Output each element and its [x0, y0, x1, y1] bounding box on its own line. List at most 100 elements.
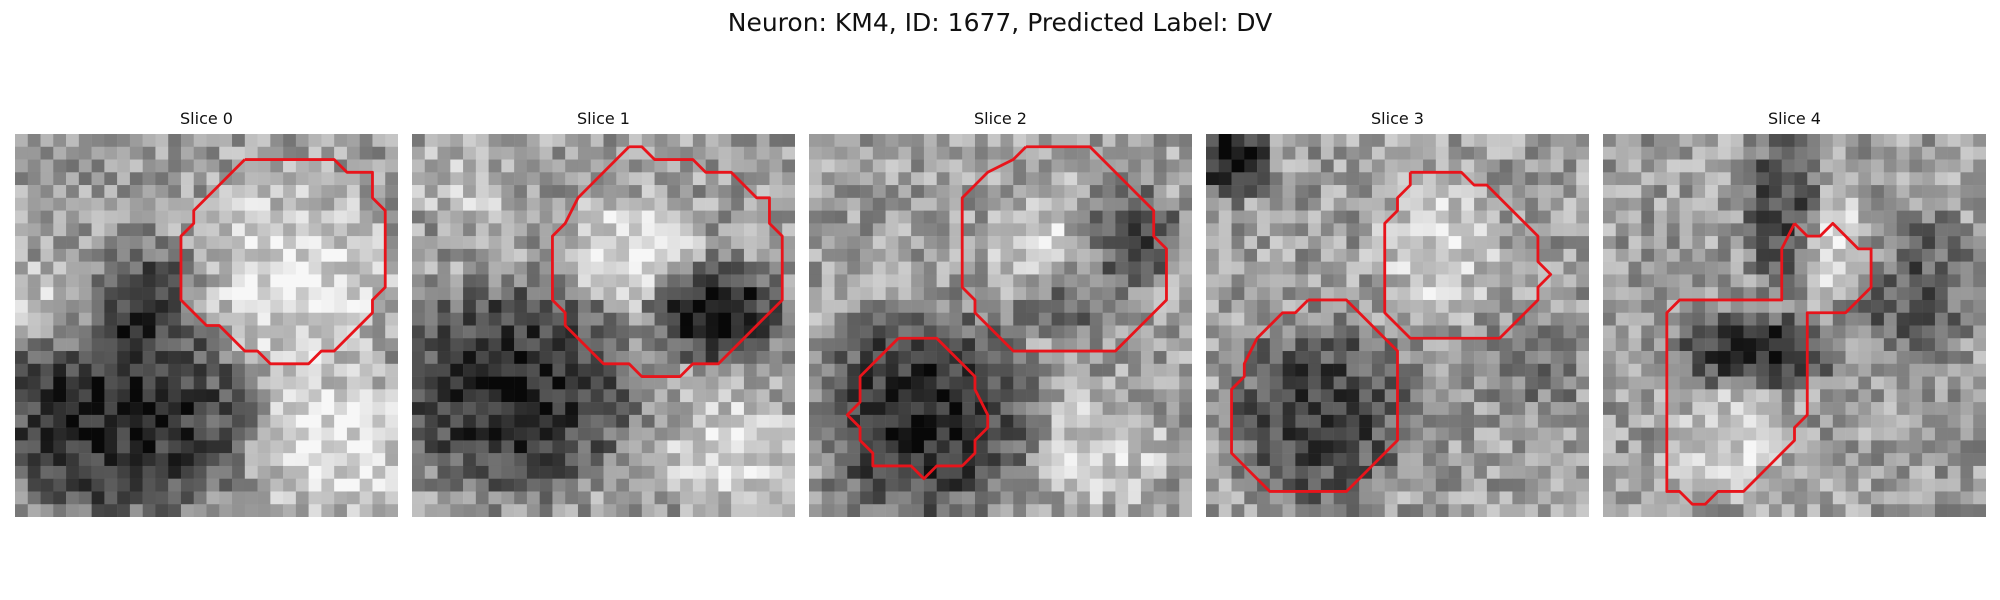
pixel: [1679, 236, 1693, 250]
pixel: [193, 402, 207, 416]
pixel: [424, 402, 438, 416]
pixel: [1218, 299, 1232, 313]
pixel: [692, 478, 706, 492]
pixel: [1244, 414, 1258, 428]
pixel: [1603, 197, 1617, 211]
pixel: [257, 210, 271, 224]
pixel: [680, 223, 694, 237]
pixel: [321, 248, 335, 262]
pixel: [705, 197, 719, 211]
pixel: [244, 287, 258, 301]
pixel: [385, 440, 398, 454]
pixel: [577, 159, 591, 173]
pixel: [911, 478, 925, 492]
pixel: [1909, 414, 1923, 428]
pixel: [590, 389, 604, 403]
pixel: [872, 134, 886, 148]
pixel: [885, 389, 899, 403]
pixel: [949, 402, 963, 416]
pixel: [1576, 134, 1589, 148]
pixel: [1537, 504, 1551, 517]
pixel: [782, 325, 795, 339]
pixel: [437, 376, 451, 390]
pixel: [1654, 402, 1668, 416]
pixel: [1743, 197, 1757, 211]
pixel: [1973, 197, 1986, 211]
pixel: [1807, 465, 1821, 479]
pixel: [475, 478, 489, 492]
pixel: [526, 159, 540, 173]
pixel: [1512, 146, 1526, 160]
pixel: [1013, 504, 1027, 517]
pixel: [782, 197, 795, 211]
pixel: [1525, 172, 1539, 186]
pixel: [1051, 325, 1065, 339]
pixel: [1218, 465, 1232, 479]
pixel: [667, 172, 681, 186]
pixel: [629, 351, 643, 365]
pixel: [501, 478, 515, 492]
pixel: [1973, 287, 1986, 301]
pixel: [1820, 389, 1834, 403]
pixel: [1179, 248, 1192, 262]
pixel: [104, 465, 118, 479]
pixel: [1692, 146, 1706, 160]
pixel: [847, 312, 861, 326]
pixel: [104, 172, 118, 186]
pixel: [1679, 134, 1693, 148]
pixel: [91, 223, 105, 237]
pixel: [552, 159, 566, 173]
pixel: [1807, 491, 1821, 505]
pixel: [654, 134, 668, 148]
pixel: [437, 325, 451, 339]
pixel: [385, 427, 398, 441]
pixel: [1206, 261, 1220, 275]
pixel: [27, 402, 41, 416]
pixel: [1576, 312, 1589, 326]
pixel: [1153, 478, 1167, 492]
pixel: [705, 414, 719, 428]
pixel: [1102, 299, 1116, 313]
pixel: [514, 274, 528, 288]
pixel: [923, 351, 937, 365]
pixel: [180, 134, 194, 148]
pixel: [385, 197, 398, 211]
pixel: [295, 185, 309, 199]
pixel: [27, 185, 41, 199]
pixel: [616, 185, 630, 199]
pixel: [193, 236, 207, 250]
pixel: [1435, 236, 1449, 250]
pixel: [129, 223, 143, 237]
pixel: [834, 363, 848, 377]
pixel: [359, 453, 373, 467]
pixel: [1743, 453, 1757, 467]
pixel: [78, 197, 92, 211]
pixel: [1308, 440, 1322, 454]
pixel: [412, 440, 426, 454]
pixel: [1295, 338, 1309, 352]
pixel: [1576, 287, 1589, 301]
pixel: [1474, 223, 1488, 237]
pixel: [1257, 210, 1271, 224]
pixel: [603, 325, 617, 339]
pixel: [1051, 376, 1065, 390]
pixel: [1051, 427, 1065, 441]
pixel: [1692, 427, 1706, 441]
pixel: [692, 440, 706, 454]
pixel: [66, 185, 80, 199]
pixel: [552, 338, 566, 352]
pixel: [91, 491, 105, 505]
pixel: [1563, 414, 1577, 428]
pixel: [1730, 389, 1744, 403]
pixel: [1269, 414, 1283, 428]
pixel: [1038, 236, 1052, 250]
pixel: [1153, 465, 1167, 479]
pixel: [1384, 478, 1398, 492]
pixel: [1231, 427, 1245, 441]
pixel: [232, 414, 246, 428]
pixel: [40, 134, 54, 148]
pixel: [860, 287, 874, 301]
pixel: [66, 274, 80, 288]
pixel: [1397, 491, 1411, 505]
pixel: [885, 299, 899, 313]
